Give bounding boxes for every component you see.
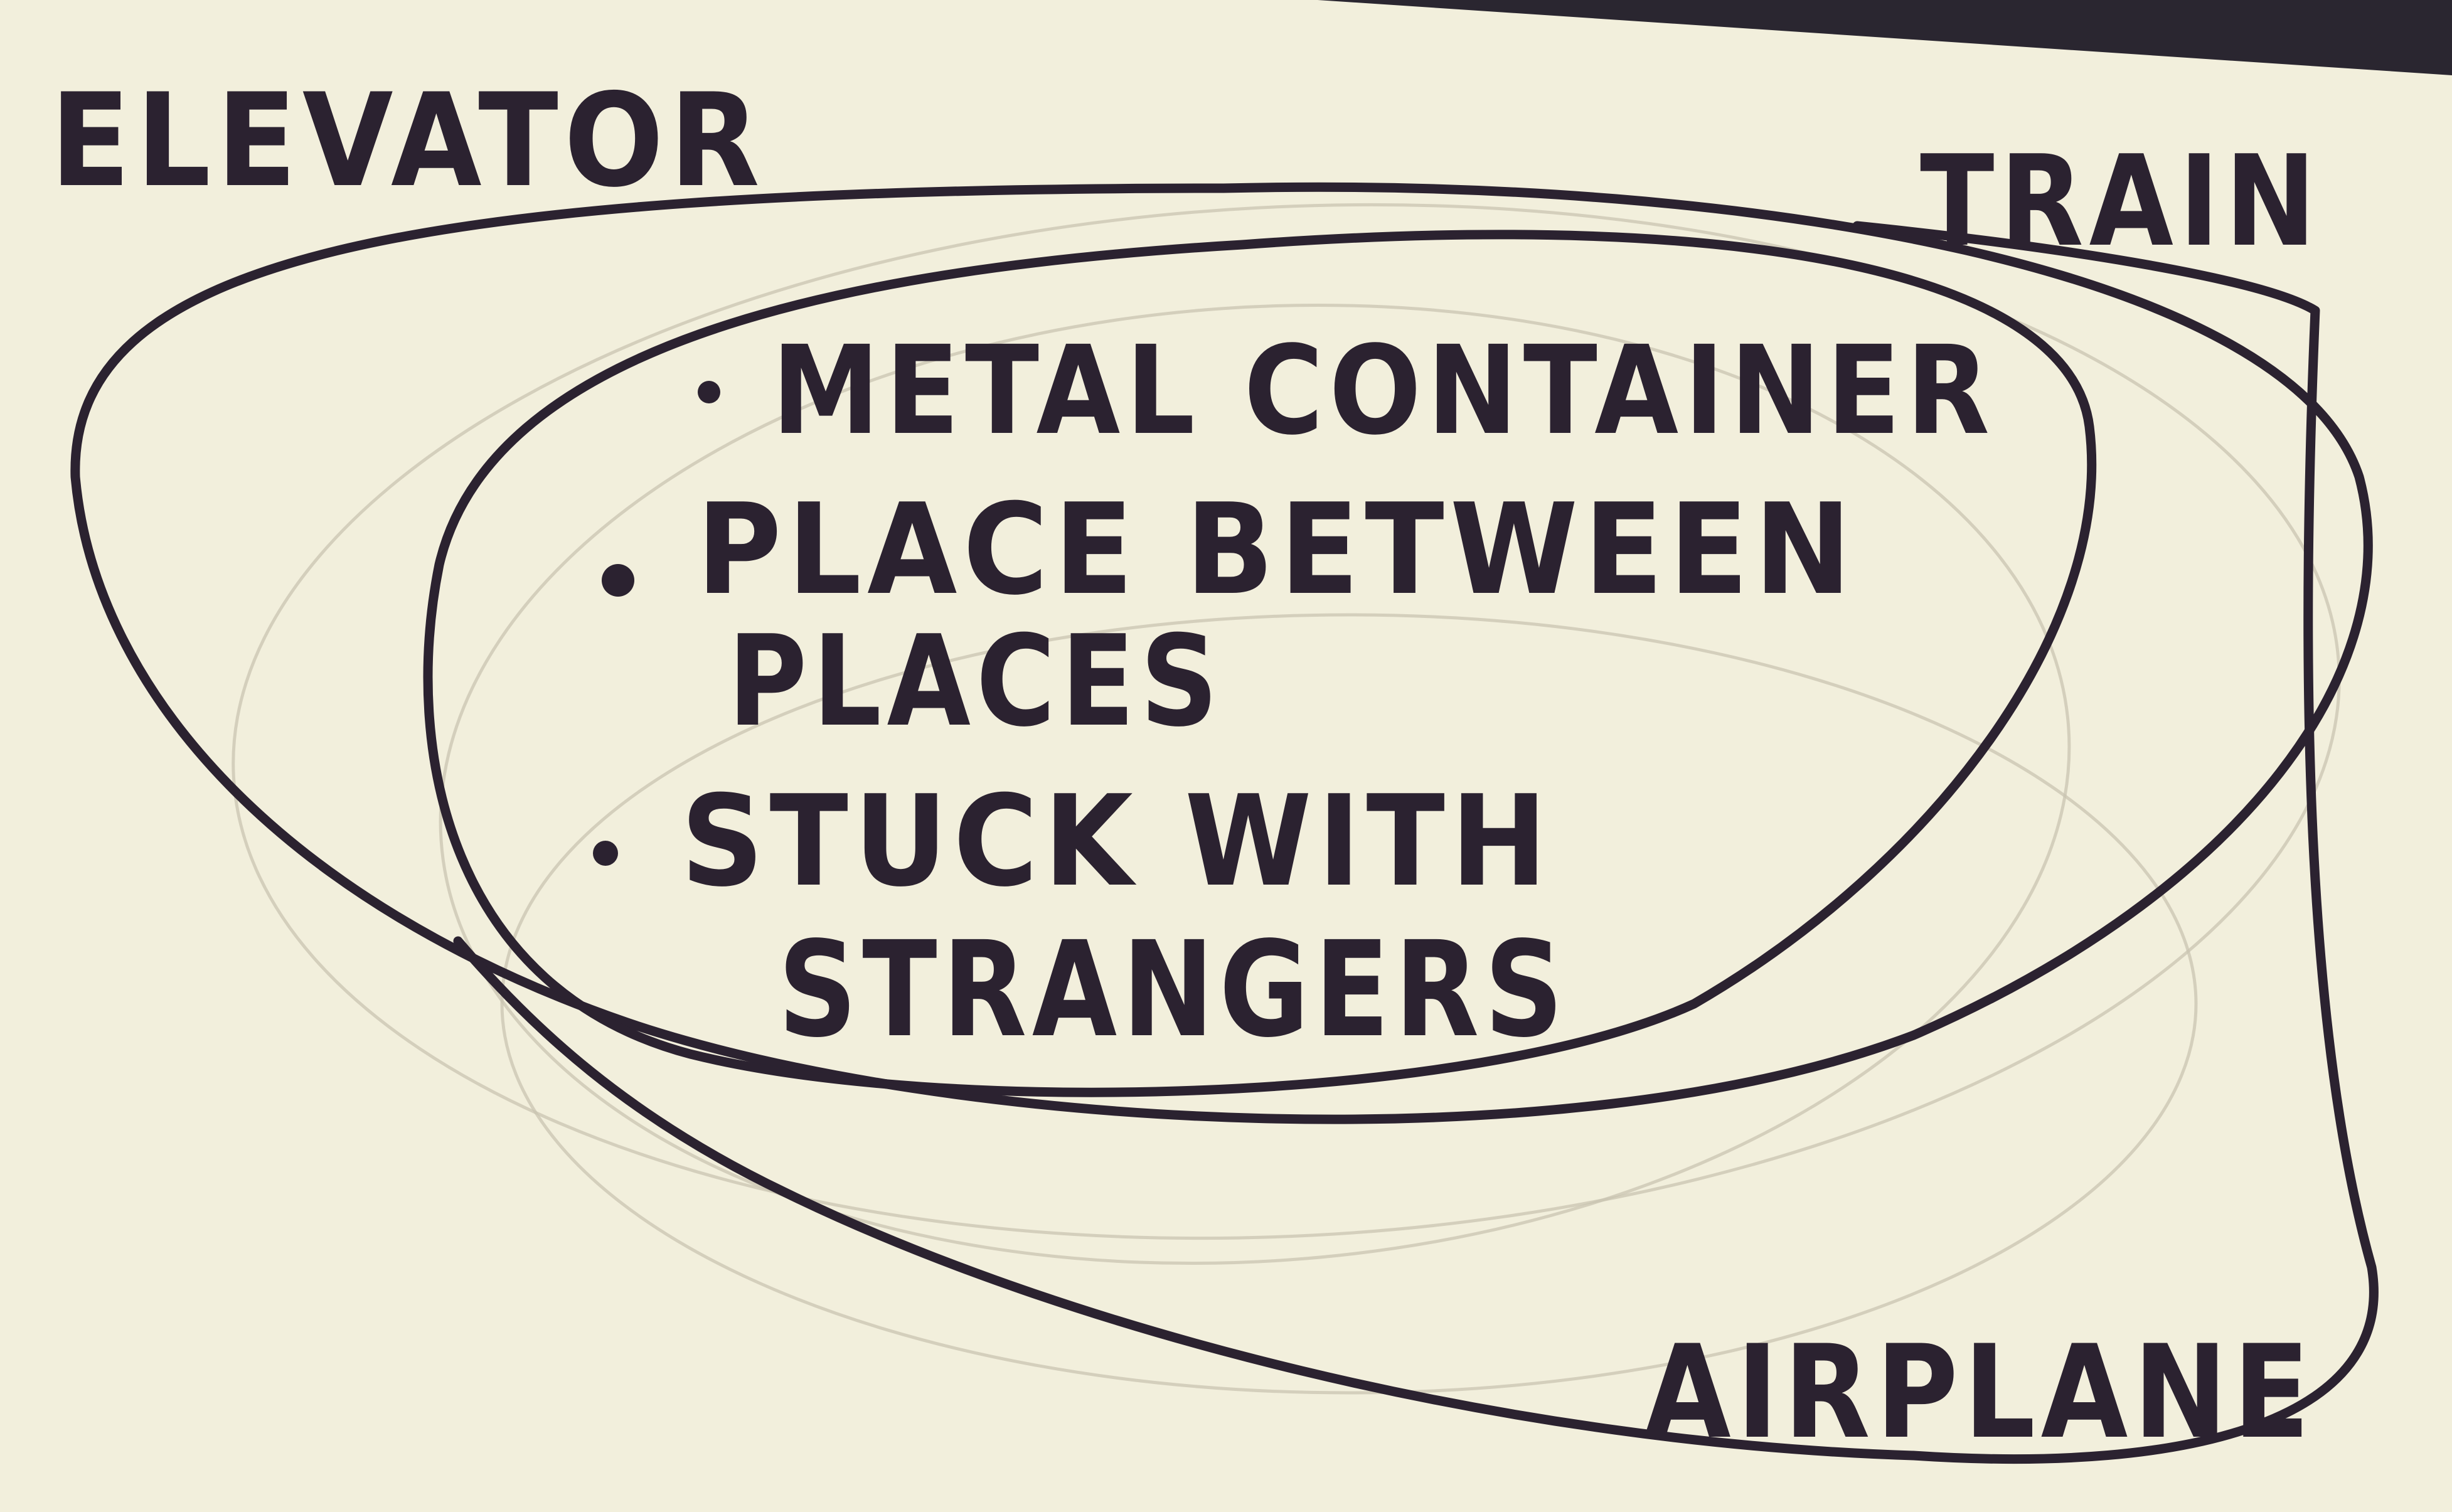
trait-1-line-1: METAL CONTAINER [772,319,1995,462]
label-elevator: ELEVATOR [50,67,765,216]
elevator-outline [70,182,2373,1124]
airplane-outline [453,221,2379,1464]
pencil-trace-inner [439,303,2071,1265]
label-airplane: AIRPLANE [1644,1318,2315,1467]
set-outlines [70,182,2379,1464]
trait-3-line-1: STUCK WITH [681,769,1553,915]
label-train: TRAIN [1920,129,2321,275]
bullet-1 [698,381,720,403]
bullet-2 [602,564,634,597]
bullet-3 [593,841,618,866]
trait-2-line-1: PLACE BETWEEN [696,477,1857,623]
background-corner [1318,0,2452,75]
trait-3-line-2: STRANGERS [778,913,1569,1067]
shared-traits-list: METAL CONTAINER PLACE BETWEEN PLACES STU… [593,319,1995,1067]
trait-2-line-2: PLACES [728,609,1223,755]
train-outline [423,230,2097,1097]
pencil-trace-lower [500,613,2198,1395]
